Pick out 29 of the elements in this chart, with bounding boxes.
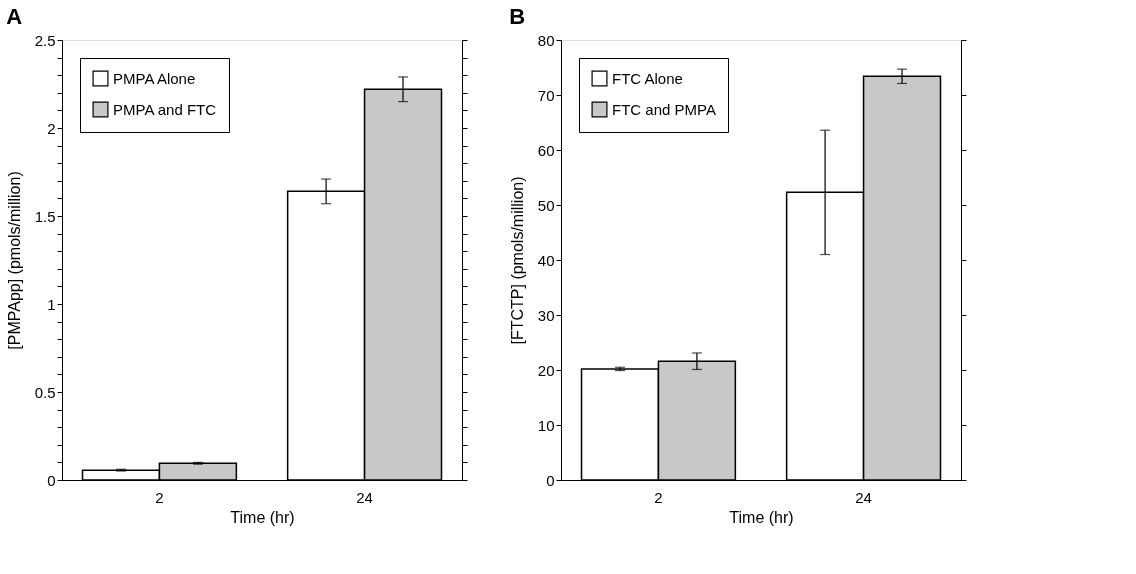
y-tick-label: 30 xyxy=(537,306,555,324)
y-tick-label: 2 xyxy=(47,119,56,137)
legend-label: FTC Alone xyxy=(612,69,683,87)
y-tick-label: 0 xyxy=(47,471,56,489)
y-tick-label: 80 xyxy=(537,31,555,49)
y-axis-title: [FTCTP] (pmols/million) xyxy=(508,176,526,345)
x-tick-label: 2 xyxy=(654,488,663,506)
legend-label: PMPA Alone xyxy=(113,69,196,87)
y-tick-label: 2.5 xyxy=(34,31,56,49)
y-tick-label: 0 xyxy=(546,471,555,489)
x-axis-title: Time (hr) xyxy=(729,508,794,526)
y-tick-label: 50 xyxy=(537,196,555,214)
y-tick-label: 70 xyxy=(537,86,555,104)
y-tick-label: 20 xyxy=(537,361,555,379)
y-axis-title: [PMPApp] (pmols/million) xyxy=(5,171,23,350)
x-tick-label: 2 xyxy=(155,488,164,506)
legend-label: FTC and PMPA xyxy=(612,100,716,118)
x-axis-title: Time (hr) xyxy=(230,508,295,526)
x-tick-label: 24 xyxy=(356,488,373,506)
y-tick-label: 1.5 xyxy=(34,207,56,225)
y-tick-label: 40 xyxy=(537,251,555,269)
legend-label: PMPA and FTC xyxy=(113,100,217,118)
y-tick-label: 1 xyxy=(47,295,56,313)
x-tick-label: 24 xyxy=(855,488,872,506)
chart-title: B xyxy=(509,4,526,29)
chart-title: A xyxy=(6,4,23,29)
y-tick-label: 10 xyxy=(537,416,555,434)
y-tick-label: 60 xyxy=(537,141,555,159)
y-tick-label: 0.5 xyxy=(34,383,56,401)
